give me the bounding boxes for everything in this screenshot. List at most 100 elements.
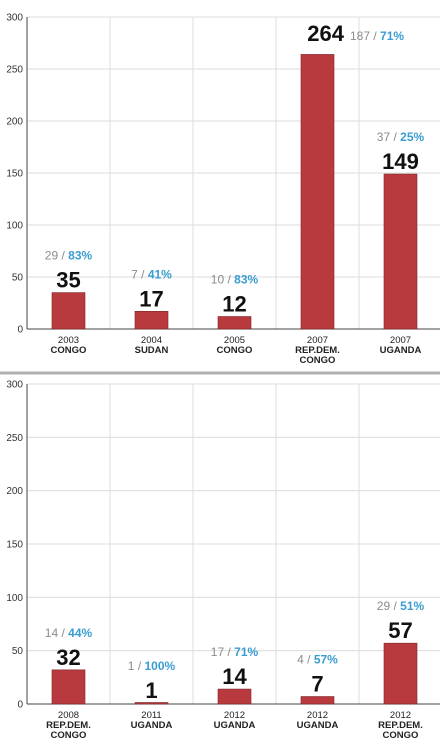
bar-value-label: 264 — [307, 21, 344, 46]
y-tick-label: 200 — [6, 117, 23, 128]
bar-annotation: 29 / 51% — [377, 599, 425, 613]
bar-value-label: 35 — [56, 268, 80, 293]
x-tick-year: 2012 — [307, 710, 328, 721]
y-tick-label: 250 — [6, 65, 23, 76]
y-tick-label: 100 — [6, 221, 23, 232]
victim-count: 29 — [45, 249, 59, 263]
bar-annotation: 14 / 44% — [45, 626, 93, 640]
bar — [383, 173, 418, 330]
y-tick-label: 200 — [6, 486, 23, 497]
bar-value-label: 7 — [311, 672, 323, 697]
x-tick-place: UGANDA — [131, 720, 173, 731]
percent-value: 100% — [145, 659, 176, 673]
x-tick-place: REP.DEM. — [295, 345, 340, 356]
y-tick-label: 300 — [6, 13, 23, 24]
x-tick-place: REP.DEM. — [46, 720, 91, 731]
percent-value: 71% — [234, 645, 258, 659]
bar — [134, 702, 169, 705]
percent-value: 25% — [400, 130, 424, 144]
annotation-separator: / — [390, 599, 400, 613]
x-tick-year: 2004 — [141, 335, 162, 346]
annotation-separator: / — [224, 645, 234, 659]
annotation-separator: / — [370, 29, 380, 43]
bar-value-label: 149 — [382, 149, 419, 174]
bar — [300, 696, 335, 705]
percent-value: 83% — [68, 249, 92, 263]
bar — [383, 642, 418, 705]
x-tick-place: REP.DEM. — [378, 720, 423, 731]
x-tick-place: UGANDA — [380, 345, 422, 356]
bar — [300, 54, 335, 330]
percent-value: 57% — [314, 653, 338, 667]
percent-value: 41% — [148, 267, 172, 281]
bar-annotation: 7 / 41% — [131, 267, 172, 281]
victim-count: 14 — [45, 626, 59, 640]
x-tick-place: CONGO — [383, 730, 419, 741]
percent-value: 83% — [234, 273, 258, 287]
x-tick-year: 2012 — [224, 710, 245, 721]
bar-value-label: 32 — [56, 645, 80, 670]
x-tick-year: 2007 — [390, 335, 411, 346]
bar-value-label: 14 — [222, 664, 247, 689]
bar-annotation: 29 / 83% — [45, 249, 93, 263]
annotation-separator: / — [304, 653, 314, 667]
annotation-separator: / — [134, 659, 144, 673]
y-tick-label: 50 — [12, 273, 24, 284]
y-tick-label: 0 — [17, 700, 23, 711]
annotation-separator: / — [390, 130, 400, 144]
bar — [134, 311, 169, 330]
bar-value-label: 1 — [145, 678, 157, 703]
victim-count: 187 — [350, 29, 370, 43]
percent-value: 51% — [400, 599, 424, 613]
victim-count: 17 — [211, 645, 225, 659]
bar — [51, 669, 86, 705]
x-tick-place: UGANDA — [214, 720, 256, 731]
bar — [217, 688, 252, 705]
bar-annotation: 4 / 57% — [297, 653, 338, 667]
victim-count: 7 — [131, 267, 138, 281]
x-tick-place: CONGO — [300, 355, 336, 366]
x-tick-year: 2007 — [307, 335, 328, 346]
x-tick-year: 2012 — [390, 710, 411, 721]
y-tick-label: 150 — [6, 169, 23, 180]
y-tick-label: 250 — [6, 433, 23, 444]
victim-count: 4 — [297, 653, 304, 667]
victim-count: 1 — [128, 659, 135, 673]
bar-annotation: 10 / 83% — [211, 273, 259, 287]
x-tick-year: 2003 — [58, 335, 79, 346]
x-tick-place: UGANDA — [297, 720, 339, 731]
victim-count: 37 — [377, 130, 391, 144]
bar — [217, 316, 252, 330]
bar-annotation: 1 / 100% — [128, 659, 176, 673]
bar-value-label: 57 — [388, 618, 412, 643]
x-tick-year: 2005 — [224, 335, 245, 346]
x-tick-place: CONGO — [51, 345, 87, 356]
victim-count: 29 — [377, 599, 391, 613]
percent-value: 44% — [68, 626, 92, 640]
victim-count: 10 — [211, 273, 225, 287]
x-tick-place: SUDAN — [135, 345, 169, 356]
annotation-separator: / — [58, 626, 68, 640]
bar — [51, 292, 86, 330]
bar-annotation: 37 / 25% — [377, 130, 425, 144]
y-tick-label: 100 — [6, 593, 23, 604]
x-tick-year: 2011 — [141, 710, 161, 721]
bar-value-label: 12 — [222, 292, 246, 317]
y-tick-label: 150 — [6, 540, 23, 551]
x-tick-place: CONGO — [217, 345, 253, 356]
annotation-separator: / — [138, 267, 148, 281]
x-tick-place: CONGO — [51, 730, 87, 741]
y-tick-label: 300 — [6, 380, 23, 391]
annotation-separator: / — [58, 249, 68, 263]
y-tick-label: 50 — [12, 646, 24, 657]
percent-value: 71% — [380, 29, 404, 43]
bar-annotation: 187 / 71% — [350, 29, 404, 43]
bar-value-label: 17 — [139, 286, 163, 311]
annotation-separator: / — [224, 273, 234, 287]
bar-annotation: 17 / 71% — [211, 645, 259, 659]
x-tick-year: 2008 — [58, 710, 79, 721]
